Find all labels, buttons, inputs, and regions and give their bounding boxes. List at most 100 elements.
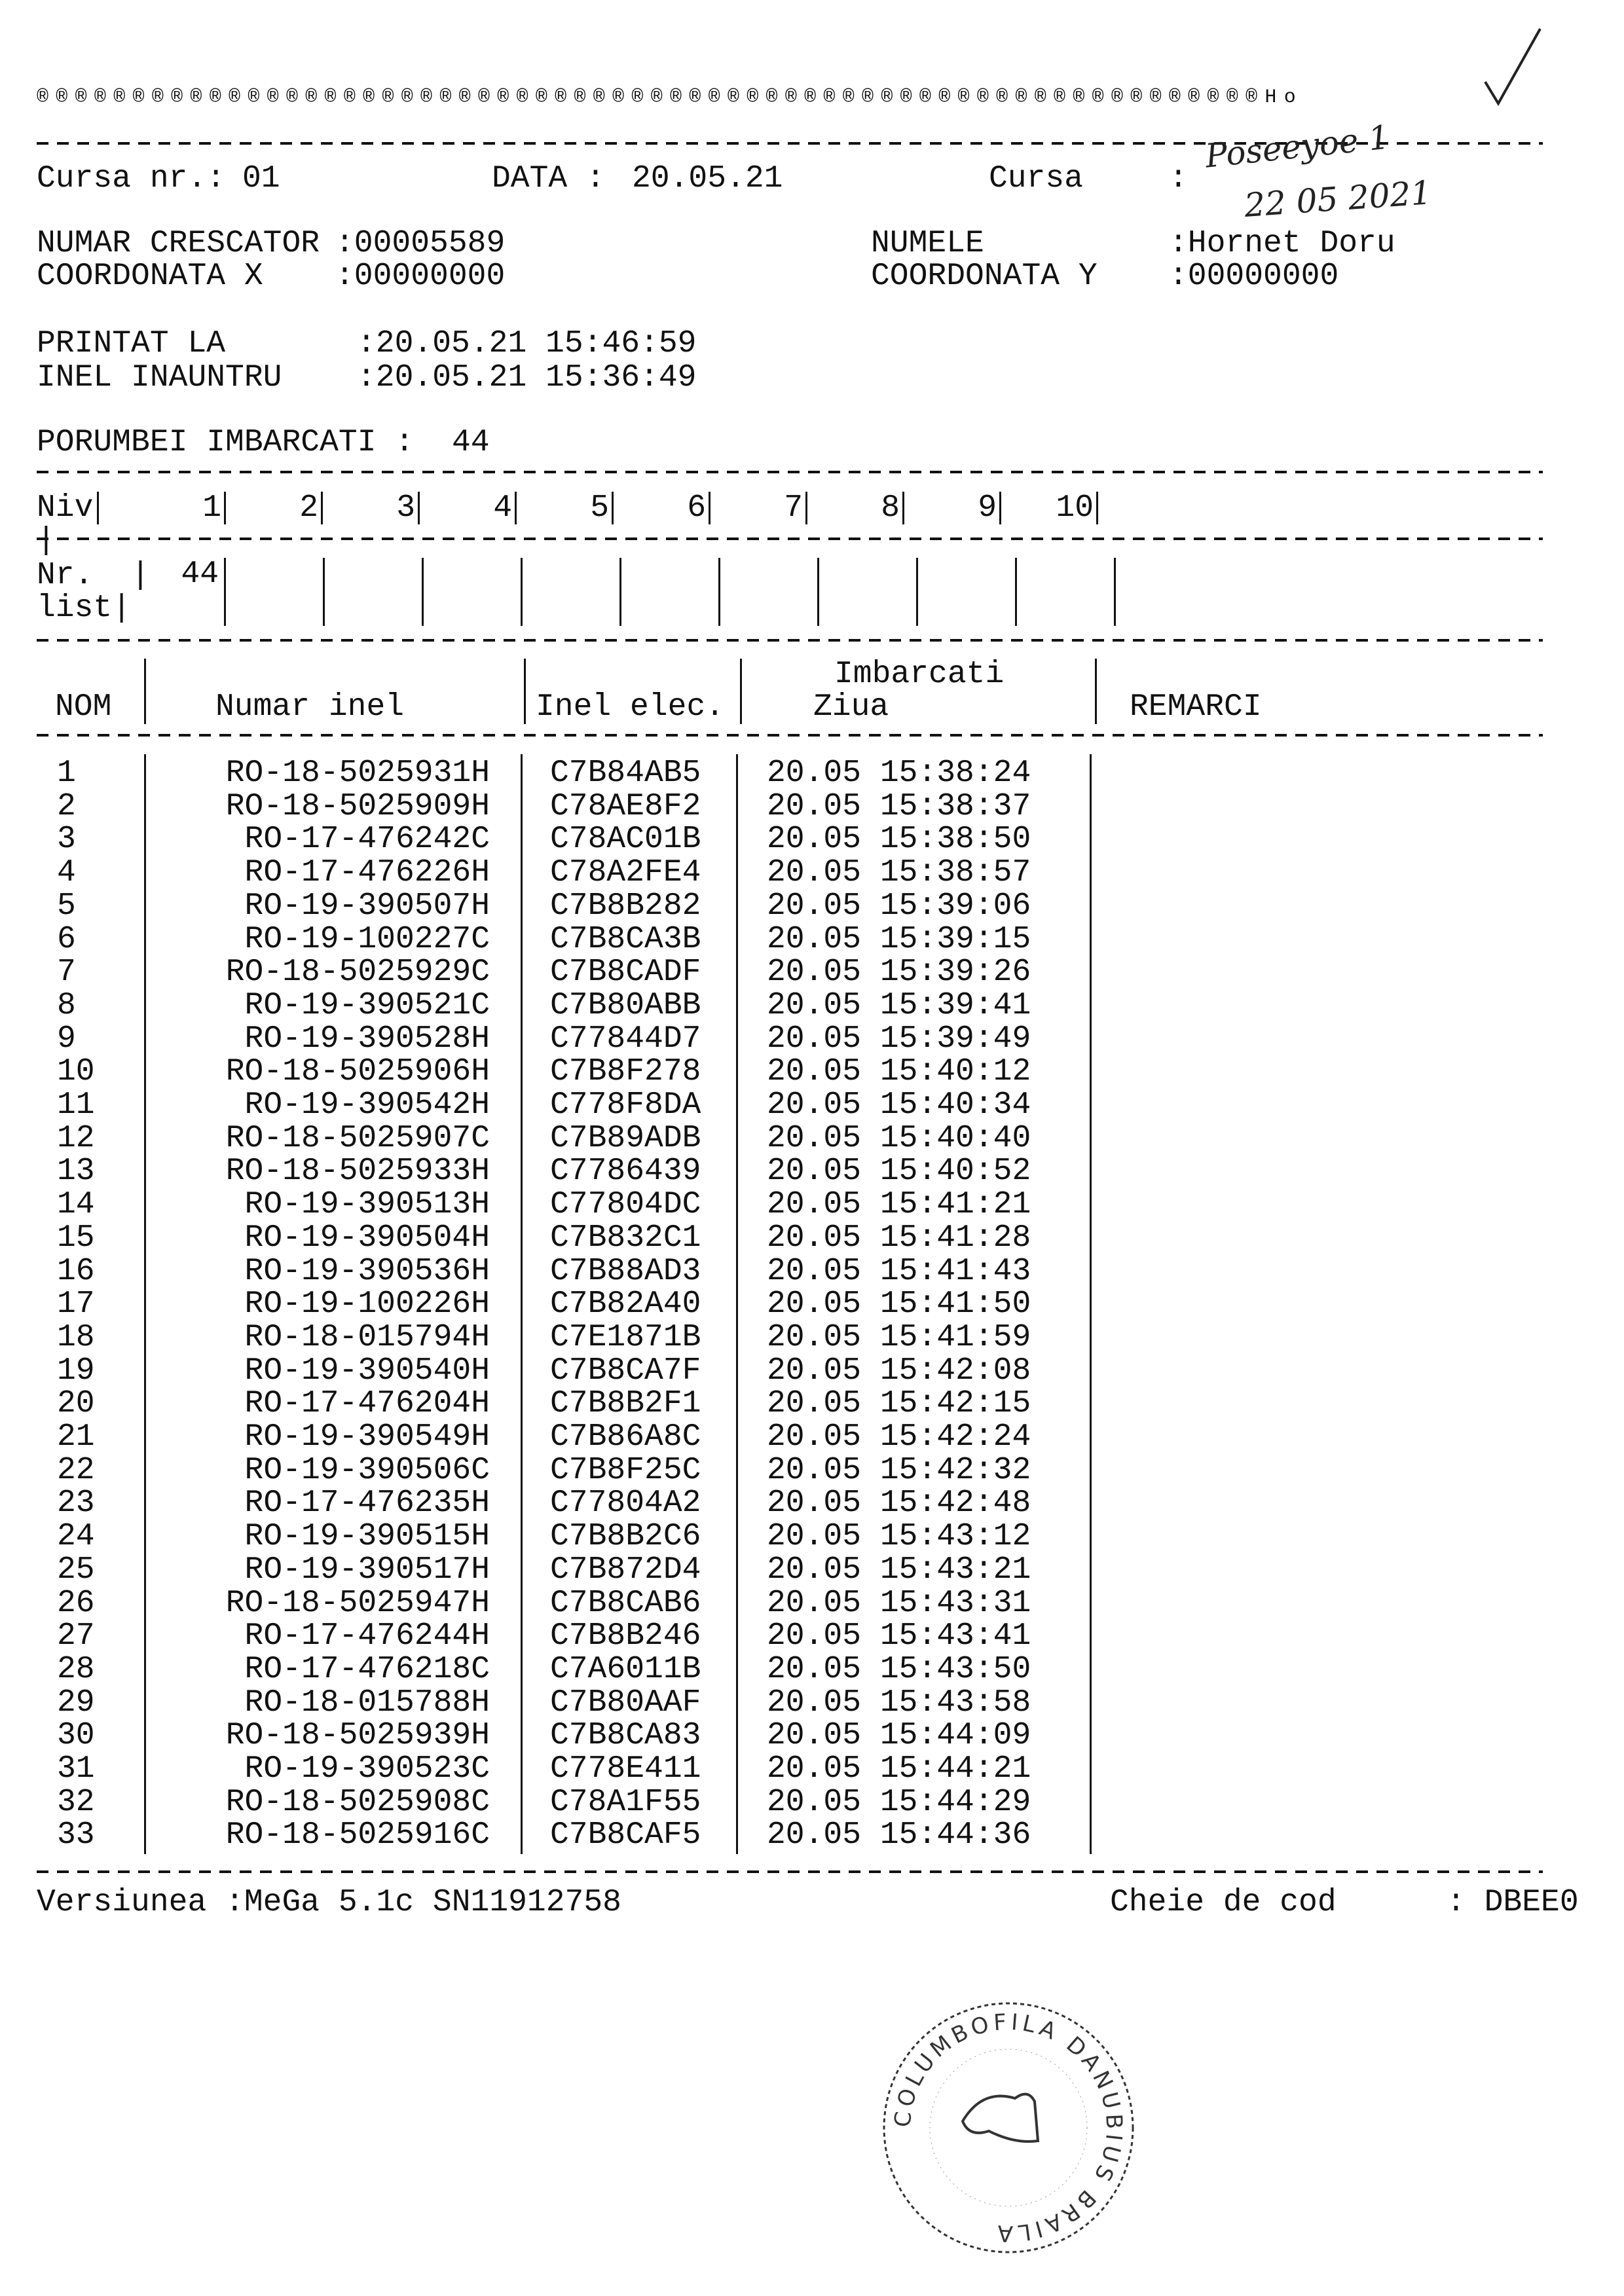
coord-y-label: COORDONATA Y (871, 259, 1098, 294)
row-inel-elec: C778F8DA (550, 1087, 701, 1123)
row-ziua: 20.05 15:43:50 (767, 1651, 1031, 1687)
numele-label: NUMELE (871, 226, 984, 261)
row-nom: 10 (57, 1054, 95, 1090)
data-label: DATA : (492, 161, 605, 196)
header-nom: NOM (55, 689, 112, 725)
row-inel-elec: C7B84AB5 (550, 756, 701, 791)
row-ziua: 20.05 15:38:24 (767, 756, 1031, 791)
row-inel-elec: C7B8CA3B (550, 921, 701, 957)
row-numar-inel: RO-19-390528H (244, 1021, 490, 1057)
row-inel-elec: C7B82A40 (550, 1286, 701, 1322)
row-numar-inel: RO-18-5025916C (225, 1817, 490, 1853)
cursa-nr-label: Cursa nr.: (37, 161, 226, 196)
row-inel-elec: C7B86A8C (550, 1419, 701, 1455)
row-inel-elec: C7B8CAB6 (550, 1585, 701, 1621)
row-inel-elec: C7A6011B (550, 1651, 701, 1687)
row-numar-inel: RO-18-5025907C (225, 1120, 490, 1156)
row-numar-inel: RO-19-390507H (244, 888, 490, 924)
row-inel-elec: C778E411 (550, 1751, 701, 1787)
row-ziua: 20.05 15:41:59 (767, 1319, 1031, 1355)
row-nom: 14 (57, 1187, 95, 1223)
row-numar-inel: RO-17-476244H (244, 1618, 490, 1654)
cursa-label: Cursa (989, 161, 1084, 196)
column-divider (736, 754, 738, 1854)
niv-cell: 3 (323, 492, 420, 524)
row-inel-elec: C78A1F55 (550, 1784, 701, 1820)
row-ziua: 20.05 15:41:28 (767, 1220, 1031, 1256)
niv-cell: 8 (807, 492, 904, 524)
row-inel-elec: C7B8B282 (550, 888, 701, 924)
nr-list-cell (523, 558, 621, 626)
row-nom: 28 (57, 1651, 95, 1687)
row-nom: 13 (57, 1154, 95, 1190)
row-ziua: 20.05 15:40:12 (767, 1054, 1031, 1090)
row-numar-inel: RO-18-5025909H (225, 788, 490, 824)
row-numar-inel: RO-18-5025906H (225, 1054, 490, 1090)
row-numar-inel: RO-18-5025908C (225, 1784, 490, 1820)
row-ziua: 20.05 15:43:31 (767, 1585, 1031, 1621)
row-inel-elec: C7B88AD3 (550, 1253, 701, 1289)
cheie-value: : DBEE0 (1447, 1885, 1579, 1920)
divider (37, 734, 1543, 737)
row-ziua: 20.05 15:43:58 (767, 1685, 1031, 1721)
nr-list-cell (621, 558, 720, 626)
row-inel-elec: C7E1871B (550, 1319, 701, 1355)
row-nom: 24 (57, 1519, 95, 1555)
row-ziua: 20.05 15:44:21 (767, 1751, 1031, 1787)
niv-cell: 7 (710, 492, 807, 524)
row-ziua: 20.05 15:43:12 (767, 1519, 1031, 1555)
nr-list-cell (918, 558, 1017, 626)
row-ziua: 20.05 15:41:50 (767, 1286, 1031, 1322)
divider (37, 538, 1543, 540)
row-numar-inel: RO-18-5025939H (225, 1718, 490, 1754)
coord-x-label: COORDONATA X (37, 259, 263, 294)
row-ziua: 20.05 15:39:26 (767, 955, 1031, 991)
row-ziua: 20.05 15:38:57 (767, 855, 1031, 891)
row-numar-inel: RO-19-390506C (244, 1452, 490, 1488)
niv-cell: 5 (517, 492, 614, 524)
numar-crescator-label: NUMAR CRESCATOR (37, 226, 320, 261)
nr-list-cell (1017, 558, 1116, 626)
niv-separator (94, 492, 99, 524)
row-nom: 5 (57, 888, 76, 924)
row-nom: 25 (57, 1552, 95, 1588)
niv-row: Niv | 1 2 3 4 5 6 7 8 9 10 (37, 492, 1098, 557)
niv-cell: 9 (904, 492, 1001, 524)
row-inel-elec: C7786439 (550, 1154, 701, 1190)
row-ziua: 20.05 15:40:40 (767, 1120, 1031, 1156)
header-numar-inel: Numar inel (215, 689, 405, 725)
row-nom: 33 (57, 1817, 95, 1853)
niv-cell: 6 (614, 492, 710, 524)
nr-list-cell (720, 558, 819, 626)
row-ziua: 20.05 15:42:08 (767, 1353, 1031, 1389)
row-inel-elec: C7B8CAF5 (550, 1817, 701, 1853)
row-ziua: 20.05 15:42:48 (767, 1485, 1031, 1522)
row-numar-inel: RO-19-100227C (244, 921, 490, 957)
niv-cell: 1 (129, 492, 226, 524)
row-inel-elec: C7B8CADF (550, 955, 701, 991)
row-numar-inel: RO-18-5025933H (225, 1154, 490, 1190)
row-nom: 29 (57, 1685, 95, 1721)
row-inel-elec: C7B8CA7F (550, 1353, 701, 1389)
header-remarci: REMARCI (1130, 689, 1262, 725)
row-nom: 8 (57, 987, 76, 1023)
row-numar-inel: RO-19-390521C (244, 987, 490, 1023)
row-inel-elec: C77804DC (550, 1187, 701, 1223)
row-ziua: 20.05 15:39:06 (767, 888, 1031, 924)
row-nom: 7 (57, 955, 76, 991)
niv-cell: 10 (1001, 492, 1098, 524)
column-divider (521, 754, 523, 1854)
versiunea: Versiunea :MeGa 5.1c SN11912758 (37, 1885, 621, 1920)
nr-label: Nr. | (37, 558, 150, 593)
row-nom: 1 (57, 756, 76, 791)
row-nom: 30 (57, 1718, 95, 1754)
row-nom: 4 (57, 855, 76, 891)
divider (37, 471, 1543, 473)
column-divider (524, 659, 526, 724)
row-ziua: 20.05 15:38:50 (767, 822, 1031, 858)
row-nom: 9 (57, 1021, 76, 1057)
row-numar-inel: RO-19-390542H (244, 1087, 490, 1123)
row-numar-inel: RO-19-390540H (244, 1353, 490, 1389)
numar-crescator-value: :00005589 (335, 226, 506, 261)
row-ziua: 20.05 15:43:41 (767, 1618, 1031, 1654)
